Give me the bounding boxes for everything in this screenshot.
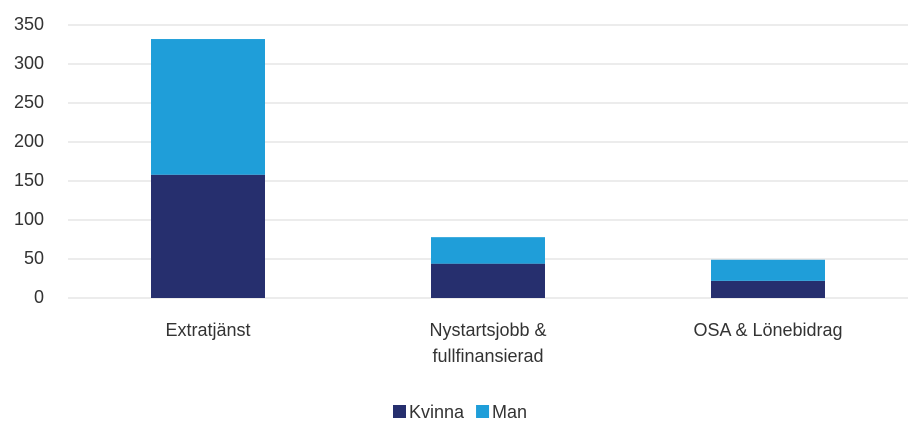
bar-segment bbox=[431, 237, 545, 264]
bar-segment bbox=[431, 263, 545, 298]
legend-swatch bbox=[393, 405, 406, 418]
y-tick-label: 100 bbox=[14, 209, 44, 229]
x-tick-label: Extratjänst bbox=[165, 320, 251, 340]
y-tick-label: 200 bbox=[14, 131, 44, 151]
y-tick-label: 50 bbox=[24, 248, 44, 268]
y-tick-label: 300 bbox=[14, 53, 44, 73]
y-tick-label: 250 bbox=[14, 92, 44, 112]
legend-label: Man bbox=[492, 402, 527, 422]
legend-swatch bbox=[476, 405, 490, 418]
legend-label: Kvinna bbox=[409, 402, 465, 422]
bar-segment bbox=[711, 280, 825, 298]
bar-segment bbox=[151, 174, 265, 298]
y-tick-label: 150 bbox=[14, 170, 44, 190]
x-tick-label: OSA & Lönebidrag bbox=[693, 320, 843, 340]
x-tick-label: Nystartsjobb & fullfinansierad bbox=[429, 320, 547, 366]
y-tick-label: 0 bbox=[34, 287, 44, 307]
y-tick-label: 350 bbox=[14, 14, 44, 34]
bar-segment bbox=[151, 39, 265, 175]
bar-segment bbox=[711, 259, 825, 281]
